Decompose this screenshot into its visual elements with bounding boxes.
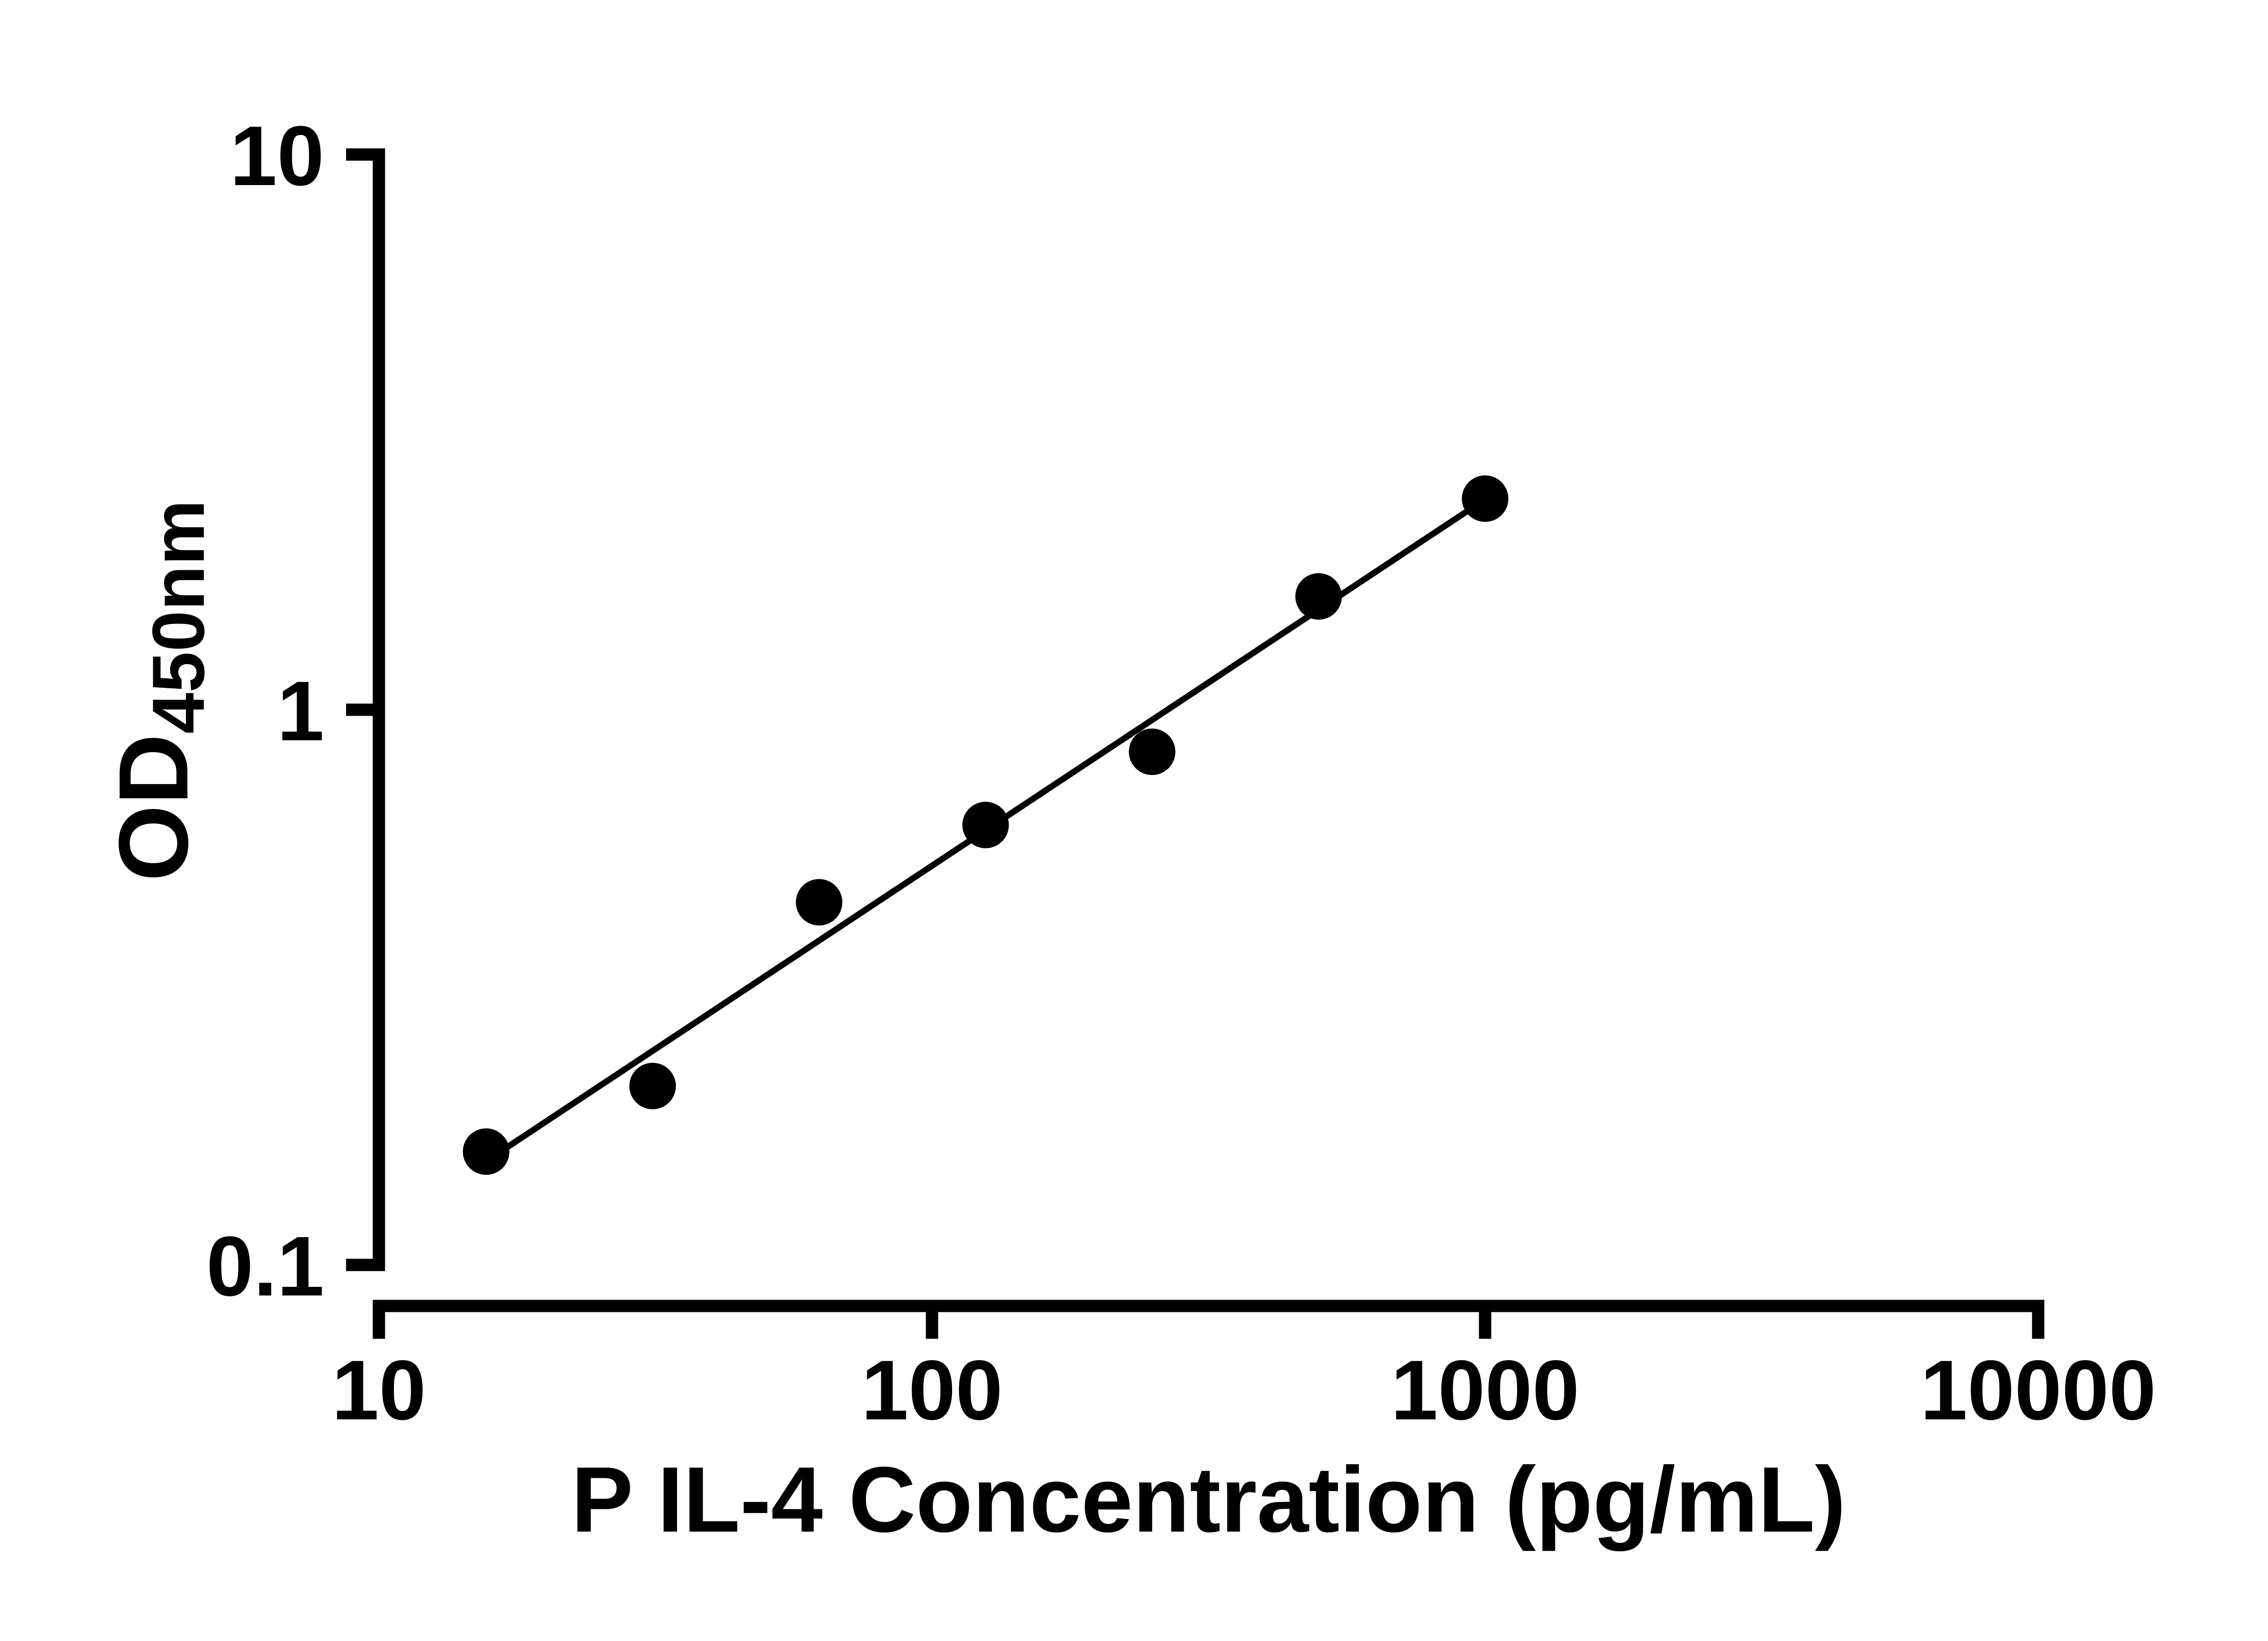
y-tick-label: 10 <box>230 109 324 203</box>
x-tick-label: 100 <box>861 1343 1003 1438</box>
y-axis-title: OD450nm <box>98 500 220 882</box>
y-tick-label: 1 <box>277 664 324 759</box>
data-point <box>1129 728 1175 775</box>
x-tick-label: 1000 <box>1391 1343 1579 1438</box>
y-tick-label: 0.1 <box>206 1219 324 1314</box>
data-point <box>962 801 1009 848</box>
x-axis-title: P IL-4 Concentration (pg/mL) <box>571 1448 1846 1552</box>
y-axis-title-main: OD <box>100 733 209 882</box>
data-point <box>1462 475 1508 522</box>
data-point <box>1295 573 1342 620</box>
data-point <box>796 879 843 926</box>
x-tick-label: 10000 <box>1920 1343 2156 1438</box>
y-axis-title-subscript: 450nm <box>138 500 220 734</box>
x-tick-label: 10 <box>332 1343 426 1438</box>
data-point <box>629 1063 676 1109</box>
data-point <box>463 1128 510 1175</box>
